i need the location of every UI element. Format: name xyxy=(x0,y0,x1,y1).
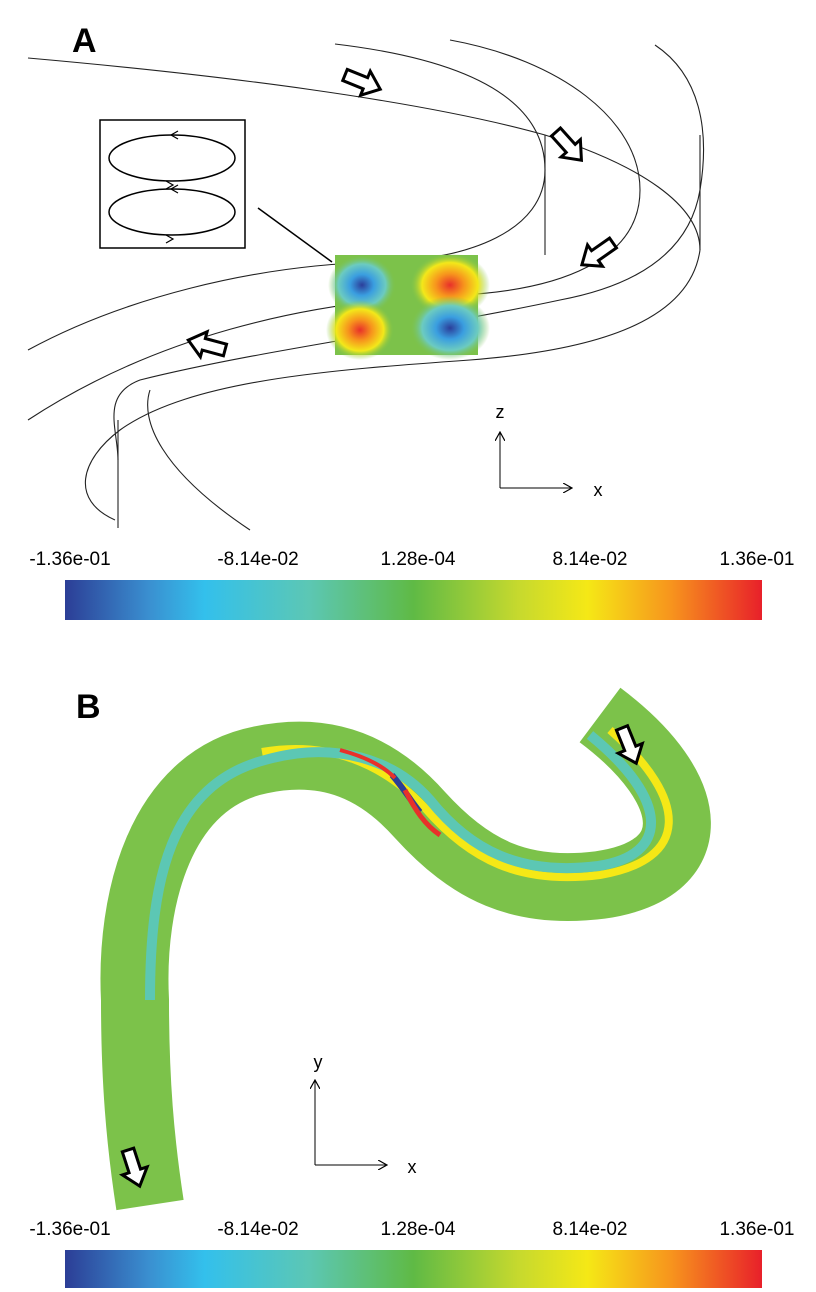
axes-indicator: y x xyxy=(314,1052,417,1177)
colorbar-tick-label: -1.36e-01 xyxy=(29,549,110,570)
colorbar-tick-label: 1.28e-04 xyxy=(380,549,455,570)
axis-label: y xyxy=(314,1052,323,1072)
axis-label: x xyxy=(594,480,603,500)
panel-label: A xyxy=(72,22,97,60)
colorbar-tick-label: 8.14e-02 xyxy=(552,1219,627,1240)
colorbar-tick-label: -8.14e-02 xyxy=(217,549,298,570)
colorbar-tick-label: 8.14e-02 xyxy=(552,549,627,570)
contour-square xyxy=(326,253,490,360)
axes-indicator: z x xyxy=(496,402,603,500)
axis-label: z xyxy=(496,402,505,422)
colorbar: -1.36e-01 -8.14e-02 1.28e-04 8.14e-02 1.36e-… xyxy=(29,1219,795,1288)
flow-arrow xyxy=(572,230,622,277)
panel-label: B xyxy=(76,688,101,726)
colorbar-tick-label: 1.28e-04 xyxy=(380,1219,455,1240)
channel-contour xyxy=(100,687,711,1211)
colorbar: -1.36e-01 -8.14e-02 1.28e-04 8.14e-02 1.36e-… xyxy=(29,549,795,620)
flow-arrow xyxy=(338,61,387,103)
colorbar-tick-label: 1.36e-01 xyxy=(719,549,794,570)
colorbar-tick-label: -8.14e-02 xyxy=(217,1219,298,1240)
colorbar-tick-label: -1.36e-01 xyxy=(29,1219,110,1240)
vortex-inset xyxy=(99,119,333,263)
flow-arrow xyxy=(183,326,230,365)
flow-arrow xyxy=(544,121,593,171)
colorbar-tick-label: 1.36e-01 xyxy=(719,1219,794,1240)
helix-wireframe xyxy=(27,39,705,531)
axis-label: x xyxy=(408,1157,417,1177)
